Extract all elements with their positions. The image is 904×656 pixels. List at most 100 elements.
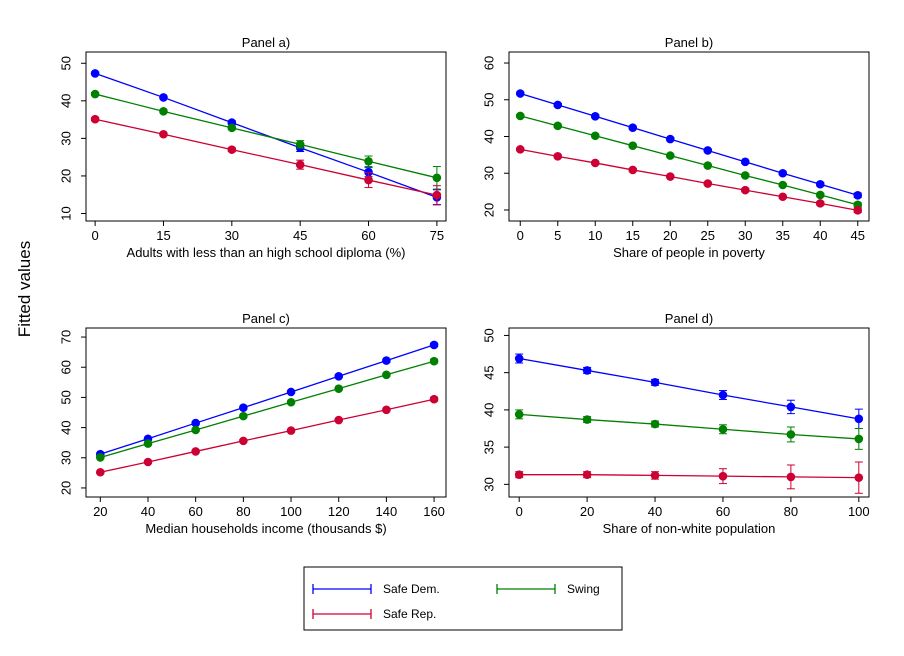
data-point: [514, 354, 524, 363]
data-point: [650, 378, 660, 387]
data-point: [703, 161, 713, 170]
data-point: [815, 199, 825, 208]
x-tick-label: 60: [716, 504, 730, 519]
data-point: [718, 424, 728, 434]
data-point: [515, 111, 525, 121]
data-point: [159, 129, 168, 139]
panel-3: Panel c) 20 30 40 50 60 70 20 40 60 80 100 120 140 160…: [59, 311, 447, 536]
data-point: [718, 390, 728, 400]
x-tick-label: 30: [225, 228, 239, 243]
plot-frame: [508, 327, 870, 498]
data-point: [295, 160, 305, 169]
series-line: [100, 344, 435, 455]
legend-entry-safe-rep: Safe Rep.: [312, 607, 436, 621]
y-tick-label: 40: [482, 403, 497, 417]
data-point: [334, 371, 344, 381]
y-tick-label: 70: [59, 330, 74, 344]
series-swing: [514, 409, 864, 450]
data-point: [364, 156, 373, 166]
x-tick-label: 140: [376, 504, 398, 519]
x-tick-label: 40: [648, 504, 662, 519]
x-tick-label: 40: [141, 504, 155, 519]
data-point: [429, 356, 439, 366]
data-point: [382, 370, 391, 380]
y-tick-label: 30: [482, 166, 497, 180]
series-safe-rep: [90, 114, 442, 205]
data-point: [854, 473, 864, 482]
x-tick-label: 0: [516, 504, 523, 519]
x-axis-label: Share of people in poverty: [613, 245, 765, 260]
data-point: [364, 175, 373, 185]
x-tick-label: 80: [236, 504, 250, 519]
data-point: [382, 356, 391, 365]
x-tick-label: 100: [280, 504, 302, 519]
data-point: [295, 140, 305, 149]
data-point: [96, 453, 105, 462]
data-point: [740, 185, 750, 195]
data-point: [590, 131, 600, 141]
x-tick-label: 60: [188, 504, 202, 519]
data-point: [778, 192, 788, 202]
x-tick-label: 5: [554, 228, 561, 243]
series-line: [519, 413, 859, 440]
y-tick-label: 50: [482, 93, 497, 107]
legend-label: Safe Dem.: [383, 582, 440, 596]
y-tick-label: 50: [59, 390, 74, 404]
x-tick-label: 45: [293, 228, 307, 243]
y-tick-label: 20: [59, 481, 74, 495]
series-line: [519, 357, 859, 420]
x-tick-label: 20: [580, 504, 594, 519]
series-safe-rep: [514, 461, 864, 494]
panel-title: Panel c): [242, 311, 290, 326]
data-point: [553, 100, 563, 110]
data-point: [429, 394, 439, 404]
panel-title: Panel a): [242, 35, 290, 50]
data-point: [582, 470, 592, 479]
y-tick-label: 30: [59, 451, 74, 465]
x-tick-label: 15: [626, 228, 640, 243]
data-point: [90, 89, 100, 99]
y-tick-label: 20: [482, 203, 497, 217]
data-point: [286, 397, 296, 407]
y-tick-label: 60: [59, 360, 74, 374]
data-point: [239, 411, 248, 421]
x-tick-label: 25: [701, 228, 715, 243]
x-axis-label: Adults with less than an high school dip…: [127, 245, 406, 260]
legend-label: Safe Rep.: [383, 607, 436, 621]
legend-label: Swing: [567, 582, 600, 596]
data-point: [582, 415, 592, 424]
x-axis-label: Median households income (thousands $): [145, 521, 386, 536]
data-point: [382, 405, 391, 415]
series-line: [94, 93, 438, 179]
data-point: [514, 470, 524, 479]
data-point: [514, 410, 524, 419]
panel-4: Panel d) 30 35 40 45 50 0 20 40 60 80 100 Share of n…: [482, 311, 870, 536]
plot-frame: [85, 327, 447, 498]
data-point: [143, 457, 153, 467]
data-point: [239, 436, 248, 446]
y-tick-label: 30: [482, 477, 497, 491]
x-tick-label: 75: [430, 228, 444, 243]
data-point: [334, 415, 344, 425]
data-point: [159, 107, 168, 116]
data-point: [815, 179, 825, 189]
y-tick-label: 40: [482, 129, 497, 143]
legend-box: [303, 566, 623, 631]
data-point: [650, 419, 660, 429]
y-tick-label: 60: [482, 56, 497, 70]
y-axis-label: Fitted values: [15, 241, 34, 337]
x-tick-label: 45: [851, 228, 865, 243]
x-tick-label: 60: [361, 228, 375, 243]
y-tick-label: 40: [59, 94, 74, 108]
data-point: [191, 425, 200, 435]
data-point: [429, 340, 439, 350]
data-point: [90, 114, 100, 124]
legend-entry-safe-dem: Safe Dem.: [312, 582, 440, 596]
data-point: [432, 173, 442, 183]
data-point: [703, 146, 713, 155]
data-point: [191, 418, 200, 428]
x-tick-label: 80: [784, 504, 798, 519]
data-point: [96, 467, 105, 477]
x-tick-label: 10: [588, 228, 602, 243]
data-point: [553, 121, 563, 131]
